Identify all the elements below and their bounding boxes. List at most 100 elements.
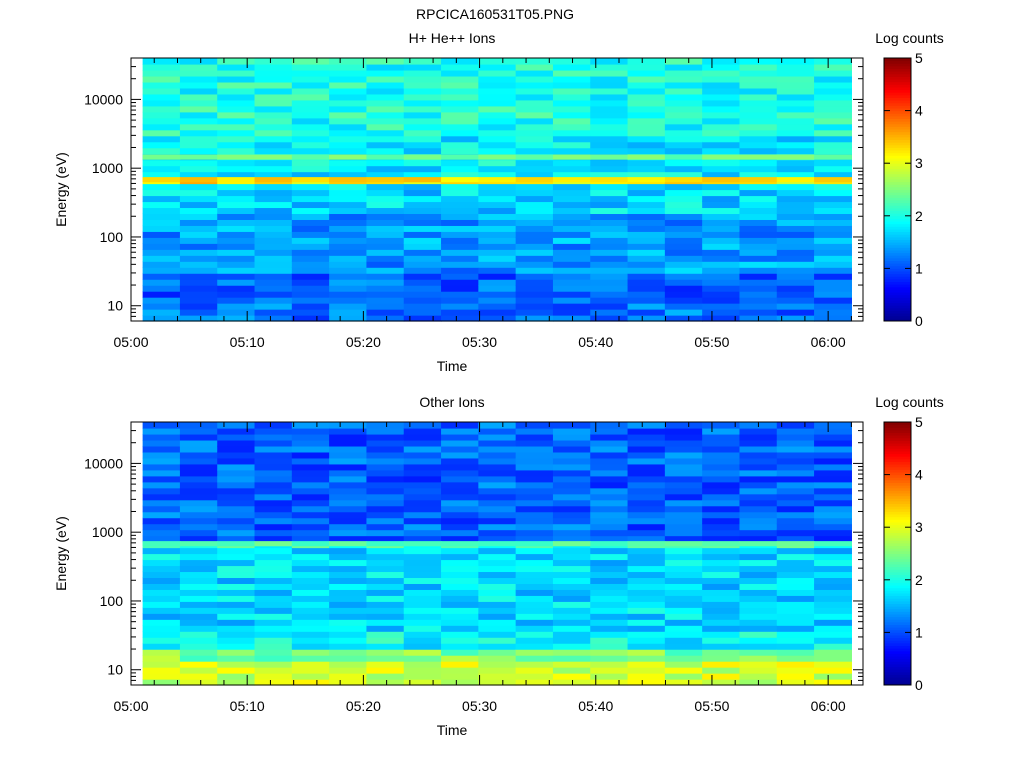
heatmap-cell: [217, 433, 256, 441]
heatmap-cell: [739, 219, 778, 226]
heatmap-cell: [776, 75, 815, 83]
heatmap-cell: [814, 422, 852, 429]
heatmap-cell: [664, 249, 703, 256]
heatmap-cell: [291, 613, 330, 620]
colorbar-step: [884, 284, 911, 288]
energy-line-cell: [664, 177, 703, 183]
heatmap-cell: [142, 655, 181, 662]
heatmap-cell: [366, 189, 405, 197]
heatmap-cell: [254, 583, 293, 590]
heatmap-cell: [403, 499, 442, 507]
heatmap-cell: [814, 58, 852, 65]
heatmap-cell: [217, 58, 256, 65]
energy-line-cell: [441, 177, 479, 183]
y-tick-label: 100: [100, 229, 124, 245]
heatmap-cell: [702, 511, 741, 519]
heatmap-cell: [291, 111, 330, 119]
colorbar-step: [884, 105, 911, 109]
heatmap-cell: [142, 679, 181, 686]
heatmap-cell: [291, 255, 330, 262]
heatmap-cell: [776, 673, 815, 680]
heatmap-cell: [329, 445, 368, 453]
heatmap-cell: [366, 213, 405, 220]
heatmap-cell: [366, 631, 405, 638]
heatmap-cell: [515, 565, 554, 573]
heatmap-cell: [254, 141, 293, 149]
colorbar-step: [884, 674, 911, 678]
heatmap-cell: [329, 517, 368, 525]
heatmap-cell: [702, 625, 741, 632]
heatmap-cell: [627, 523, 666, 531]
heatmap-cell: [403, 303, 442, 310]
heatmap-cell: [329, 457, 368, 465]
heatmap-cell: [366, 679, 405, 686]
heatmap-cell: [179, 87, 218, 95]
heatmap-cell: [217, 481, 256, 489]
heatmap-cell: [515, 189, 554, 197]
heatmap-cell: [403, 81, 442, 89]
heatmap-cell: [590, 231, 629, 238]
heatmap-cell: [217, 619, 256, 626]
heatmap-cell: [552, 267, 591, 274]
heatmap-cell: [291, 457, 330, 465]
heatmap-cell: [664, 649, 703, 656]
heatmap-cell: [366, 559, 405, 567]
heatmap-cell: [254, 99, 293, 107]
heatmap-cell: [217, 123, 256, 131]
heatmap-cell: [552, 631, 591, 638]
heatmap-cell: [403, 463, 442, 471]
colorbar-step: [884, 474, 911, 478]
heatmap-cell: [142, 117, 181, 125]
colorbar-step: [884, 527, 911, 531]
heatmap-cell: [515, 475, 554, 483]
colorbar-step: [884, 142, 911, 146]
heatmap-cell: [590, 159, 629, 167]
heatmap-cell: [552, 463, 591, 471]
colorbar-step: [884, 629, 911, 633]
heatmap-cell: [329, 439, 368, 447]
heatmap-cell: [329, 81, 368, 89]
heatmap-cell: [590, 147, 629, 155]
heatmap-cell: [366, 553, 405, 561]
heatmap-cell: [291, 231, 330, 238]
colorbar-step: [884, 571, 911, 576]
heatmap-cell: [590, 303, 629, 310]
heatmap-cell: [776, 231, 815, 238]
heatmap-cell: [590, 499, 629, 507]
heatmap-cell: [515, 667, 554, 674]
heatmap-cell: [739, 469, 778, 477]
heatmap-cell: [702, 571, 741, 579]
heatmap-cell: [739, 517, 778, 525]
heatmap-cell: [739, 237, 778, 244]
heatmap-cell: [627, 249, 666, 256]
heatmap-cell: [403, 673, 442, 680]
heatmap-cell: [552, 189, 591, 197]
heatmap-cell: [552, 249, 591, 256]
heatmap-cell: [291, 511, 330, 519]
heatmap-cell: [739, 433, 778, 441]
heatmap-cell: [664, 457, 703, 465]
heatmap-cell: [702, 237, 741, 244]
colorbar-step: [884, 503, 911, 507]
colorbar-step: [884, 165, 911, 169]
heatmap-cell: [814, 99, 852, 107]
heatmap-cell: [291, 87, 330, 95]
heatmap-cell: [627, 601, 666, 608]
colorbar-step: [884, 260, 911, 264]
heatmap-cell: [441, 189, 479, 197]
heatmap-cell: [590, 637, 629, 644]
heatmap-cell: [739, 427, 778, 435]
heatmap-cell: [478, 58, 517, 65]
heatmap-cell: [515, 511, 554, 519]
colorbar-tick-label: 1: [915, 260, 923, 276]
heatmap-cell: [329, 661, 368, 668]
heatmap-cell: [702, 117, 741, 125]
heatmap-cell: [814, 261, 852, 268]
heatmap-cell: [366, 63, 405, 71]
heatmap-cell: [329, 171, 368, 179]
heatmap-cell: [179, 58, 218, 65]
colorbar-step: [884, 445, 911, 449]
heatmap-cell: [552, 315, 591, 322]
heatmap-cell: [217, 595, 256, 602]
heatmap-cell: [217, 649, 256, 656]
